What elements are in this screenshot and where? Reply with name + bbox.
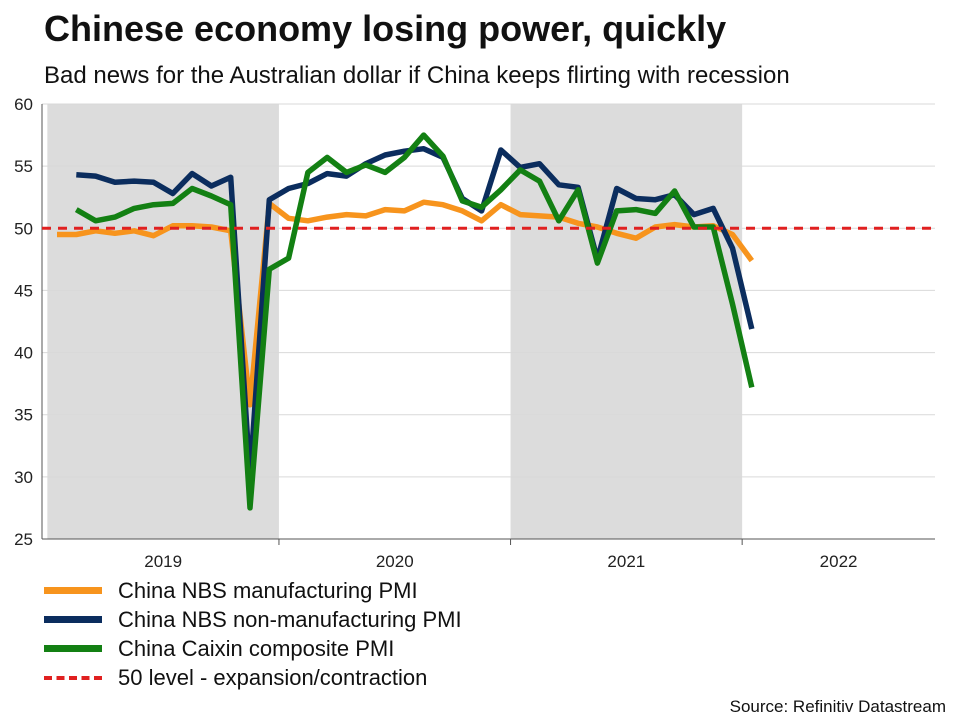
legend-label: China Caixin composite PMI: [118, 635, 395, 661]
series-line-nbs-manufacturing: [57, 199, 755, 408]
legend-swatch: [44, 587, 102, 594]
legend-item-50-level: 50 level - expansion/contraction: [44, 663, 462, 692]
legend-item-nbs-non-manufacturing: China NBS non-manufacturing PMI: [44, 605, 462, 634]
y-tick-label: 25: [14, 530, 33, 549]
y-tick-label: 45: [14, 281, 33, 300]
legend-item-nbs-manufacturing: China NBS manufacturing PMI: [44, 576, 462, 605]
legend-swatch: [44, 616, 102, 623]
grid-group: [42, 103, 935, 478]
y-tick-label: 50: [14, 219, 33, 238]
legend-label: 50 level - expansion/contraction: [118, 664, 428, 690]
y-tick-label: 60: [14, 95, 33, 114]
x-tick-label: 2020: [376, 552, 414, 571]
y-tick-label: 35: [14, 406, 33, 425]
y-tick-label: 30: [14, 468, 33, 487]
legend: China NBS manufacturing PMI China NBS no…: [44, 576, 462, 692]
legend-label: China NBS non-manufacturing PMI: [118, 606, 462, 632]
chart-subtitle: Bad news for the Australian dollar if Ch…: [44, 62, 790, 89]
chart-title: Chinese economy losing power, quickly: [44, 8, 727, 49]
y-tick-label: 40: [14, 344, 33, 363]
legend-label: China NBS manufacturing PMI: [118, 577, 418, 603]
y-tick-label: 55: [14, 157, 33, 176]
series-line-caixin-composite: [74, 132, 755, 511]
x-axis: 2019 2020 2021 2022: [42, 538, 935, 571]
x-tick-label: 2022: [820, 552, 858, 571]
source-note: Source: Refinitiv Datastream: [729, 697, 946, 716]
legend-swatch: [44, 645, 102, 652]
year-shading-2019: [47, 104, 279, 539]
x-tick-label: 2019: [144, 552, 182, 571]
legend-item-caixin-composite: China Caixin composite PMI: [44, 634, 462, 663]
x-tick-label: 2021: [607, 552, 645, 571]
series-group: [57, 132, 755, 511]
y-axis: 25 30 35 40 45 50 55 60: [14, 95, 43, 549]
legend-swatch-dashed: [44, 675, 102, 680]
year-shading-group: [47, 104, 743, 539]
